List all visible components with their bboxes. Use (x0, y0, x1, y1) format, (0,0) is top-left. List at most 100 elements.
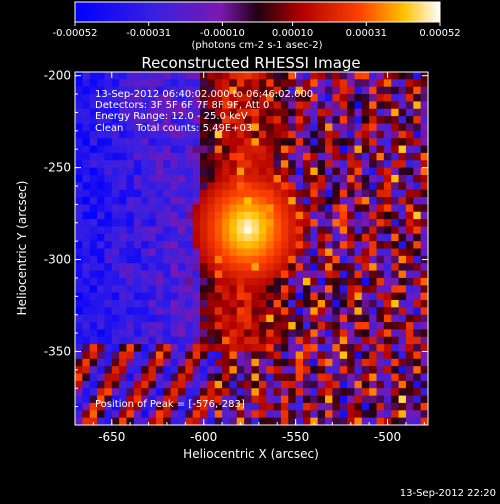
heatmap-cell (222, 417, 231, 425)
heatmap-cell (347, 145, 356, 154)
heatmap-cell (133, 248, 142, 257)
heatmap-cell (170, 160, 179, 169)
heatmap-cell (236, 204, 245, 213)
heatmap-cell (266, 241, 275, 250)
heatmap-cell (302, 270, 311, 279)
heatmap-cell (280, 380, 289, 389)
heatmap-cell (163, 233, 172, 242)
heatmap-cell (325, 101, 333, 110)
heatmap-cell (111, 336, 120, 345)
heatmap-cell (325, 314, 333, 323)
heatmap-cell (104, 336, 113, 345)
heatmap-cell (97, 123, 106, 132)
heatmap-cell (310, 72, 319, 80)
heatmap-cell (361, 402, 370, 411)
heatmap-cell (222, 233, 231, 242)
heatmap-cell (258, 255, 267, 264)
heatmap-cell (369, 197, 378, 205)
heatmap-cell (200, 292, 208, 301)
heatmap-cell (75, 123, 83, 132)
heatmap-cell (325, 130, 333, 139)
heatmap-cell (119, 152, 128, 161)
heatmap-cell (185, 322, 194, 330)
heatmap-cell (155, 292, 164, 301)
heatmap-cell (258, 322, 267, 330)
heatmap-cell (82, 79, 91, 88)
heatmap-cell (325, 270, 333, 279)
heatmap-cell (302, 79, 311, 88)
heatmap-cell (200, 197, 208, 205)
heatmap-cell (163, 145, 172, 154)
heatmap-cell (295, 182, 304, 191)
heatmap-cell (82, 189, 91, 198)
heatmap-cell (376, 189, 385, 198)
heatmap-cell (229, 138, 238, 147)
heatmap-cell (192, 72, 201, 80)
heatmap-cell (229, 299, 238, 308)
heatmap-cell (192, 285, 201, 294)
heatmap-cell (420, 395, 428, 404)
heatmap-cell (361, 79, 370, 88)
heatmap-cell (251, 145, 260, 154)
heatmap-cell (398, 366, 407, 375)
heatmap-cell (332, 94, 341, 103)
heatmap-cell (310, 263, 319, 272)
heatmap-cell (177, 373, 186, 382)
heatmap-cell (155, 270, 164, 279)
heatmap-cell (273, 86, 282, 95)
heatmap-cell (126, 182, 135, 191)
heatmap-cell (75, 101, 83, 110)
heatmap-cell (177, 167, 186, 176)
heatmap-cell (258, 285, 267, 294)
heatmap-cell (325, 197, 333, 205)
heatmap-cell (354, 241, 363, 250)
heatmap-cell (288, 351, 297, 360)
heatmap-cell (192, 233, 201, 242)
heatmap-cells (75, 72, 428, 425)
heatmap-cell (163, 255, 172, 264)
heatmap-cell (222, 248, 231, 257)
heatmap-cell (405, 233, 414, 242)
heatmap-cell (391, 336, 400, 345)
heatmap-cell (222, 167, 231, 176)
heatmap-cell (214, 182, 223, 191)
heatmap-cell (317, 336, 326, 345)
heatmap-cell (383, 167, 392, 176)
heatmap-cell (361, 182, 370, 191)
heatmap-cell (89, 307, 98, 316)
heatmap-cell (325, 322, 333, 330)
heatmap-cell (155, 402, 164, 411)
heatmap-cell (302, 152, 311, 161)
heatmap-cell (229, 130, 238, 139)
heatmap-cell (280, 351, 289, 360)
heatmap-cell (332, 329, 341, 338)
heatmap-cell (325, 402, 333, 411)
heatmap-cell (111, 138, 120, 147)
heatmap-cell (310, 219, 319, 228)
heatmap-cell (258, 380, 267, 389)
heatmap-cell (288, 138, 297, 147)
heatmap-cell (251, 336, 260, 345)
heatmap-cell (104, 388, 113, 397)
heatmap-cell (97, 101, 106, 110)
heatmap-cell (133, 86, 142, 95)
heatmap-cell (192, 182, 201, 191)
heatmap-cell (200, 182, 208, 191)
heatmap-cell (214, 322, 223, 330)
heatmap-cell (383, 160, 392, 169)
heatmap-cell (420, 86, 428, 95)
heatmap-cell (288, 116, 297, 125)
heatmap-cell (82, 241, 91, 250)
heatmap-cell (75, 336, 83, 345)
heatmap-cell (75, 233, 83, 242)
heatmap-cell (170, 270, 179, 279)
heatmap-cell (339, 167, 348, 176)
heatmap-cell (236, 351, 245, 360)
heatmap-cell (214, 167, 223, 176)
heatmap-cell (163, 226, 172, 235)
heatmap-cell (244, 189, 253, 198)
heatmap-cell (82, 344, 91, 353)
heatmap-cell (141, 123, 150, 132)
heatmap-cell (398, 255, 407, 264)
heatmap-cell (141, 270, 150, 279)
